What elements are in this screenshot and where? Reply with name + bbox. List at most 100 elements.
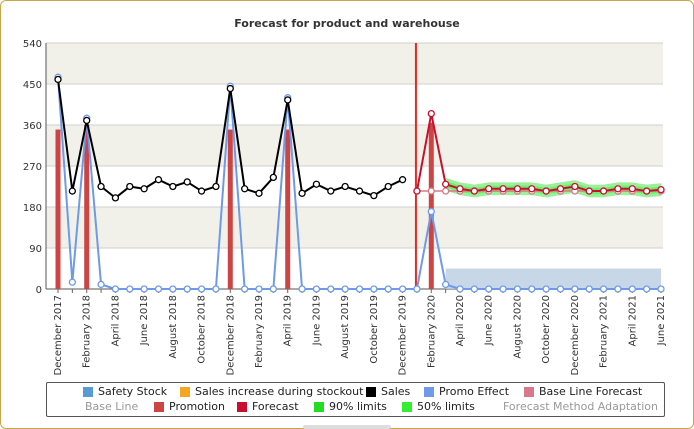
legend-item-forecast-method-adaptation[interactable]: Forecast Method Adaptation [503,400,658,413]
forecast-swatch [237,401,247,412]
x-tick-label: April 2018 [110,295,121,346]
sales-line-point [111,194,120,202]
promo-effect-line-point [571,285,579,293]
promo-effect-line-point [183,285,191,293]
legend-row-1: Safety Stock Sales increase during stock… [47,385,664,400]
legend-item-promo-effect[interactable]: Promo Effect [424,385,509,398]
legend-item-safety-stock[interactable]: Safety Stock [83,385,167,398]
sales-line-point [226,84,234,93]
sales-line-point [240,185,249,193]
y-tick-label: 360 [23,121,42,132]
sales-line-point [269,173,278,182]
forecast-line-point [456,185,464,193]
promo-effect-line-point [269,285,278,293]
x-tick-label: October 2019 [369,295,380,364]
90-limits-swatch [314,401,324,412]
sales-line-point [398,176,407,184]
promo-effect-line-point [384,285,392,293]
promo-effect-line-point [413,285,421,293]
legend-item-base-line[interactable]: Base Line [85,400,138,413]
promo-effect-line-point [427,207,435,216]
sales-line-point [83,116,91,125]
legend-label: 50% limits [417,400,475,413]
legend-label: Sales increase during stockout [195,385,364,398]
sales-line-point [312,180,321,188]
x-tick-label: February 2021 [599,295,610,368]
promo-effect-swatch [424,386,434,397]
promo-effect-line-point [456,285,464,293]
forecast-line-point [413,187,421,195]
promo-effect-line-point [68,278,77,286]
x-tick-label: June 2019 [311,295,322,346]
plot-band [46,43,663,84]
forecast-line-point [542,187,550,195]
sales-line-point [284,96,292,104]
forecast-line-point [485,185,493,193]
sales-line-point [169,182,177,191]
promo-effect-line-point [485,285,493,293]
legend-item-promotion[interactable]: Promotion [154,400,225,413]
promo-effect-line-point [312,285,321,293]
legend-item-90-limits[interactable]: 90% limits [314,400,387,413]
sales-line-point [183,178,191,186]
promotion-bar [428,122,434,289]
forecast-line-point [427,109,435,118]
plot-band [46,207,663,248]
forecast-line-point [585,187,593,195]
promotion-bar [84,125,90,289]
x-tick-label: December 2017 [53,295,64,375]
promo-effect-line-point [212,285,220,293]
legend-item-sales-increase[interactable]: Sales increase during stockout [180,385,363,398]
promotion-swatch [154,401,164,412]
promo-effect-line-point [240,285,249,293]
promo-effect-line-point [97,280,105,289]
legend-label: Promo Effect [439,385,510,398]
sales-swatch [366,386,376,397]
sales-line-point [154,176,163,184]
x-tick-label: February 2019 [254,295,265,368]
chart-title: Forecast for product and warehouse [234,17,460,30]
legend-label: Sales [381,385,411,398]
sales-line-point [341,182,349,191]
sales-line-point [298,189,306,197]
promo-effect-line-point [585,285,593,293]
x-tick-label: June 2021 [656,295,667,346]
promo-effect-line-point [513,285,522,293]
promo-effect-line-point [197,285,206,293]
sales-line-point [212,182,220,191]
legend-item-sales[interactable]: Sales [366,385,410,398]
promo-effect-line-point [355,285,364,293]
x-tick-label: February 2018 [82,295,93,368]
x-tick-label: December 2019 [398,295,409,375]
forecast-line-point [614,185,622,193]
legend-label: Base Line Forecast [539,385,643,398]
legend-item-base-line-forecast[interactable]: Base Line Forecast [524,385,642,398]
forecast-line-point [599,187,608,195]
promotion-bar [227,129,233,289]
promo-effect-line-point [614,285,622,293]
legend-label: 90% limits [329,400,387,413]
sales-line-point [355,187,364,195]
horizontal-scrollbar[interactable] [303,425,391,429]
promo-effect-line-point [542,285,550,293]
safety-stock-area [445,268,661,289]
promo-effect-line-point [599,285,608,293]
sales-line-point [97,182,105,191]
promo-effect-line-point [528,285,536,293]
promo-effect-line-point [341,285,349,293]
legend-label: Base Line [85,400,139,413]
base-line-forecast-swatch [524,386,534,397]
promo-effect-line-point [154,285,163,293]
forecast-line-point [642,187,651,195]
promo-effect-line-point [657,285,665,293]
sales-line-point [370,191,378,200]
legend: Safety Stock Sales increase during stock… [46,382,665,417]
x-tick-label: October 2020 [541,295,552,364]
legend-item-forecast[interactable]: Forecast [237,400,299,413]
legend-item-50-limits[interactable]: 50% limits [402,400,475,413]
promo-effect-line-point [370,285,378,293]
sales-line-point [126,182,134,191]
sales-line-point [327,187,335,195]
promo-effect-line-point [556,285,565,293]
